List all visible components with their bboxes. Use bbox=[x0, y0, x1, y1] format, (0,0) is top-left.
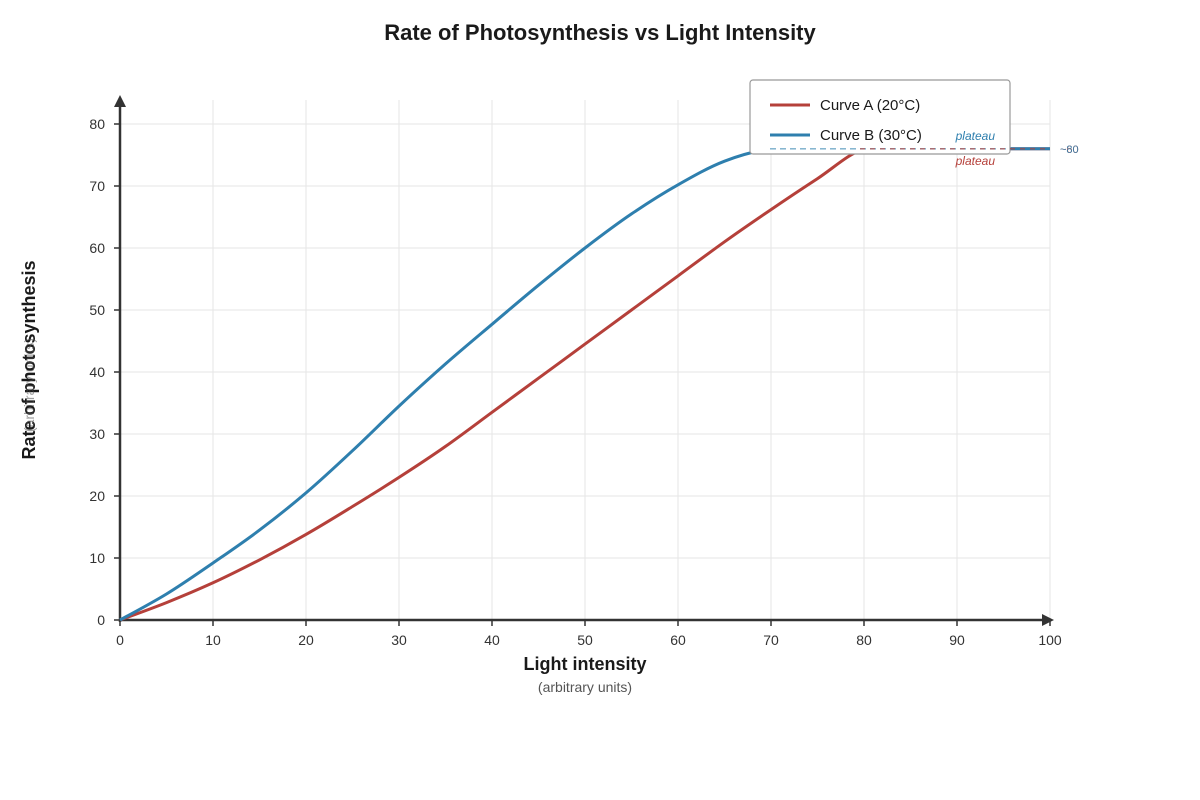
x-tick-label: 30 bbox=[391, 632, 407, 648]
x-tick-label: 20 bbox=[298, 632, 314, 648]
plateau-label-curve-b: plateau bbox=[955, 129, 996, 143]
x-axis-title: Light intensity bbox=[524, 654, 647, 674]
x-tick-label: 60 bbox=[670, 632, 686, 648]
annotations: plateau plateau ~60~80 bbox=[770, 129, 1079, 168]
y-tick-label: 10 bbox=[89, 550, 105, 566]
y-axis-title: Rate of photosynthesis bbox=[19, 260, 39, 459]
x-tick-label: 70 bbox=[763, 632, 779, 648]
end-label-curve-a: ~60 bbox=[1060, 144, 1079, 156]
plateau-label-curve-a: plateau bbox=[955, 154, 996, 168]
x-tick-label: 80 bbox=[856, 632, 872, 648]
ticks: 0 10 20 30 40 50 60 70 80 90 100 0 10 20 30 40 50 60 70 80 bbox=[89, 116, 1061, 648]
end-label-curve-b: ~80 bbox=[1060, 144, 1079, 156]
legend-label-curve-b: Curve B (30°C) bbox=[820, 127, 922, 144]
legend: Curve A (20°C) Curve B (30°C) bbox=[749, 79, 1011, 155]
x-tick-label: 0 bbox=[116, 632, 124, 648]
y-tick-label: 0 bbox=[97, 612, 105, 628]
y-tick-label: 40 bbox=[89, 364, 105, 380]
y-tick-label: 60 bbox=[89, 240, 105, 256]
y-tick-label: 50 bbox=[89, 302, 105, 318]
x-axis-arrow bbox=[1042, 614, 1054, 626]
x-axis-subtitle: (arbitrary units) bbox=[538, 679, 632, 695]
y-tick-label: 30 bbox=[89, 426, 105, 442]
y-axis-arrow bbox=[114, 95, 126, 107]
axes bbox=[114, 95, 1054, 626]
x-tick-label: 50 bbox=[577, 632, 593, 648]
x-tick-label: 10 bbox=[205, 632, 221, 648]
y-tick-label: 80 bbox=[89, 116, 105, 132]
y-axis-subtitle: (arbitrary units) bbox=[21, 338, 37, 432]
x-tick-label: 40 bbox=[484, 632, 500, 648]
legend-label-curve-a: Curve A (20°C) bbox=[820, 97, 920, 114]
x-tick-label: 90 bbox=[949, 632, 965, 648]
y-tick-label: 70 bbox=[89, 178, 105, 194]
legend-box bbox=[749, 79, 1011, 155]
chart-title: Rate of Photosynthesis vs Light Intensit… bbox=[384, 20, 816, 45]
x-tick-label: 100 bbox=[1038, 632, 1062, 648]
grid bbox=[120, 100, 1051, 620]
y-tick-label: 20 bbox=[89, 488, 105, 504]
